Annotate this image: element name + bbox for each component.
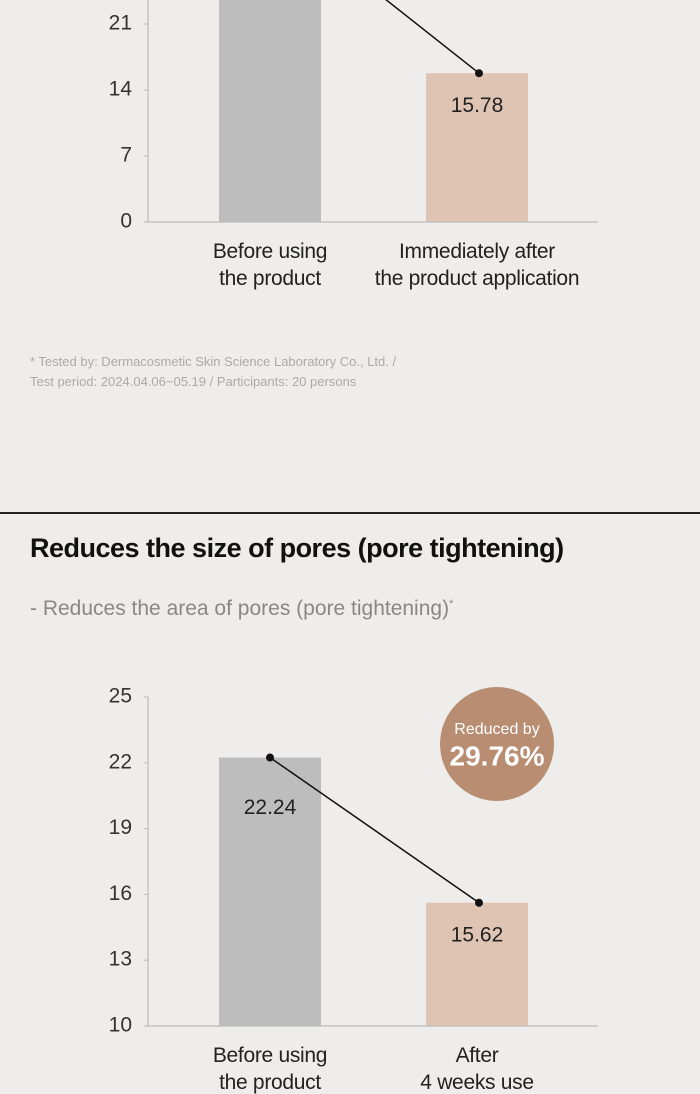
- y-tick-label: 0: [120, 210, 132, 233]
- trend-dot: [475, 898, 483, 907]
- badge-value: 29.76%: [450, 740, 545, 771]
- x-tick-label: Before using the product: [212, 1044, 328, 1094]
- footnote-line: * Tested by: Dermacosmetic Skin Science …: [30, 354, 397, 369]
- trend-dot: [475, 69, 483, 78]
- x-tick-label: Immediately after the product applicatio…: [374, 240, 580, 290]
- trend-line: [269, 756, 480, 904]
- bar: [219, 0, 321, 223]
- footnote-line: Test period: 2024.04.06~05.19 / Particip…: [30, 374, 357, 389]
- x-tick-label: After 4 weeks use: [420, 1044, 534, 1094]
- y-tick-label: 13: [109, 948, 132, 971]
- bar: [426, 902, 528, 1026]
- y-tick-label: 22: [109, 750, 132, 773]
- value-label: 15.78: [451, 94, 504, 117]
- y-tick-label: 21: [109, 12, 132, 35]
- bar: [219, 757, 321, 1026]
- section-subtitle: - Reduces the area of pores (pore tighte…: [30, 597, 453, 621]
- trend-dot: [266, 753, 274, 762]
- badge: [440, 687, 554, 801]
- badge-text: Reduced by: [454, 721, 539, 738]
- value-label: 22.24: [244, 796, 297, 819]
- x-tick-label: Before using the product: [212, 240, 328, 290]
- value-label: 15.62: [451, 923, 504, 946]
- bar: [426, 73, 528, 223]
- y-tick-label: 14: [109, 78, 133, 101]
- y-tick-label: 19: [109, 816, 132, 839]
- section-title: Reduces the size of pores (pore tighteni…: [30, 533, 564, 563]
- y-tick-label: 16: [109, 882, 132, 905]
- trend-line: [385, 0, 480, 74]
- y-tick-label: 25: [109, 685, 132, 708]
- y-tick-label: 7: [120, 144, 132, 167]
- subtitle-text: - Reduces the area of pores (pore tighte…: [30, 597, 450, 620]
- y-tick-label: 10: [109, 1014, 132, 1037]
- subtitle-note: *: [449, 598, 454, 610]
